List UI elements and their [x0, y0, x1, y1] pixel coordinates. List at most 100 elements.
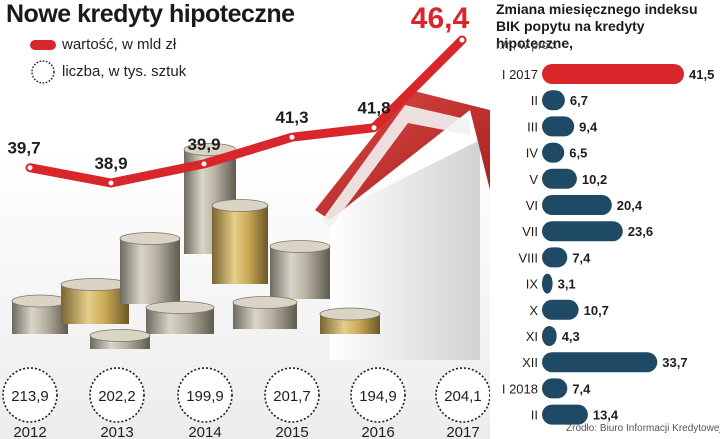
count-circle [2, 367, 58, 423]
coin-top [119, 232, 181, 245]
coin [146, 327, 214, 334]
coin [320, 320, 380, 328]
bar-value-label: 3,1 [558, 277, 576, 292]
coin-stacks-illustration [11, 143, 381, 349]
bar-category-label: II [531, 408, 538, 423]
bar [542, 326, 557, 346]
bar-category-label: III [527, 119, 538, 134]
bar [542, 378, 568, 399]
value-label: 38,9 [94, 154, 127, 173]
coin [90, 342, 150, 349]
coin [184, 227, 236, 235]
year-tick-label: 2012 [13, 424, 46, 439]
bar-category-label: VII [522, 224, 538, 239]
coin [184, 201, 236, 209]
count-label: 199,9 [186, 388, 224, 405]
bar-category-label: VI [526, 198, 538, 213]
coin [270, 285, 330, 293]
coin [120, 290, 180, 298]
bar-category-label: I 2018 [502, 381, 538, 396]
value-legend-swatch [30, 40, 56, 50]
bar-value-label: 20,4 [617, 198, 643, 213]
coin [233, 322, 297, 329]
year-tick-label: 2013 [100, 424, 133, 439]
coin [212, 212, 268, 219]
value-series-line [25, 35, 467, 188]
legend [30, 40, 56, 84]
bik-index-panel: Zmiana miesięcznego indeksu BIK popytu n… [490, 0, 720, 439]
coin [212, 257, 268, 265]
value-label: 41,3 [275, 108, 308, 127]
left-chart-title: Nowe kredyty hipoteczne [6, 0, 295, 28]
value-point [459, 37, 465, 43]
bar [542, 221, 623, 242]
coin-top [232, 296, 298, 309]
house-illustration [315, 90, 490, 360]
bar-value-label: 33,7 [662, 355, 687, 370]
bar-category-label: II [531, 93, 538, 108]
coin [270, 272, 330, 280]
coin [120, 277, 180, 285]
year-tick-label: 2014 [188, 424, 221, 439]
bar [542, 116, 575, 137]
bar [542, 142, 565, 163]
bar [542, 299, 579, 320]
bar-category-label: XII [522, 355, 538, 370]
coin [184, 234, 236, 241]
count-circle [89, 367, 145, 423]
count-series-circles: 213,9 202,2 199,9 201,7 194,9 204,1 [2, 367, 490, 423]
coin [270, 253, 330, 260]
year-axis-ticks: 2012 2013 2014 2015 2016 2017 [13, 424, 479, 439]
value-data-labels: 39,7 38,9 39,9 41,3 41,8 46,4 [7, 2, 469, 173]
coin [184, 182, 236, 189]
coin [61, 291, 129, 298]
bar-value-label: 7,4 [572, 381, 591, 396]
bar [542, 404, 588, 425]
bar [542, 352, 658, 373]
coin [212, 231, 268, 239]
bar [542, 168, 577, 189]
coin [184, 175, 236, 183]
bar-value-label: 9,4 [579, 119, 598, 134]
count-label: 213,9 [11, 388, 49, 405]
coin-top [60, 278, 130, 291]
coin [212, 251, 268, 258]
bar-value-label: 13,4 [593, 408, 619, 423]
coin [120, 284, 180, 291]
coin [270, 259, 330, 267]
coin-top [89, 329, 151, 342]
value-line-path [25, 35, 467, 188]
count-circle [435, 367, 490, 423]
coin [212, 225, 268, 232]
coin [212, 218, 268, 226]
coin [146, 314, 214, 321]
coin [184, 240, 236, 248]
coin [12, 320, 68, 328]
value-legend-label: wartość, w mld zł [62, 36, 177, 53]
value-point [201, 161, 207, 167]
coin [12, 314, 68, 321]
bar-category-label: VIII [518, 250, 538, 265]
coin [120, 258, 180, 265]
bar [542, 64, 684, 84]
coin [212, 270, 268, 278]
coin [61, 317, 129, 324]
value-label: 39,7 [7, 139, 40, 158]
bar-value-label: 6,7 [570, 93, 588, 108]
right-chart-title: Zmiana miesięcznego indeksu BIK popytu n… [496, 1, 698, 51]
bar-category-label: IX [526, 277, 539, 292]
bar-category-label: IV [526, 146, 539, 161]
right-chart-subtitle: r./r., w proc. [496, 38, 559, 52]
coin-top [11, 294, 69, 308]
coin [270, 266, 330, 273]
coin [120, 264, 180, 272]
coin [212, 238, 268, 245]
value-label: 41,8 [357, 99, 390, 118]
count-label: 201,7 [273, 388, 311, 405]
count-label: 202,2 [98, 388, 136, 405]
coin [212, 277, 268, 284]
value-point [371, 125, 377, 131]
bar-value-label: 7,4 [572, 250, 591, 265]
value-point [289, 134, 295, 140]
bar-category-label: I 2017 [502, 67, 538, 82]
